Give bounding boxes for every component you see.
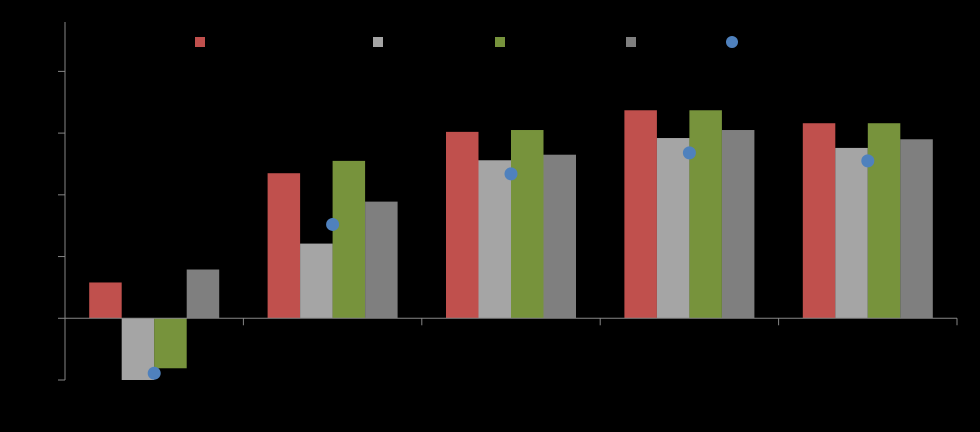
legend-marker	[195, 37, 205, 47]
bar	[267, 173, 301, 319]
bar	[867, 123, 901, 319]
bar	[332, 160, 366, 319]
legend-marker	[495, 37, 505, 47]
bar	[511, 130, 544, 319]
dot	[504, 167, 518, 181]
bar	[835, 147, 868, 319]
legend-marker	[626, 37, 636, 47]
dot	[861, 154, 875, 168]
bar	[689, 110, 722, 319]
bar	[186, 269, 220, 319]
legend-marker	[373, 37, 383, 47]
bar	[446, 131, 479, 319]
bar	[802, 123, 836, 319]
dot	[682, 146, 696, 160]
bar	[300, 243, 333, 319]
bar	[656, 138, 690, 319]
bar	[478, 160, 511, 319]
bar	[89, 282, 122, 319]
bar	[900, 139, 933, 319]
bar	[154, 318, 187, 369]
bar	[365, 201, 398, 319]
dot	[147, 366, 161, 380]
legend-marker	[726, 36, 738, 48]
bar	[624, 110, 657, 319]
bar	[721, 130, 755, 319]
dot	[326, 217, 340, 231]
bar	[543, 154, 576, 319]
